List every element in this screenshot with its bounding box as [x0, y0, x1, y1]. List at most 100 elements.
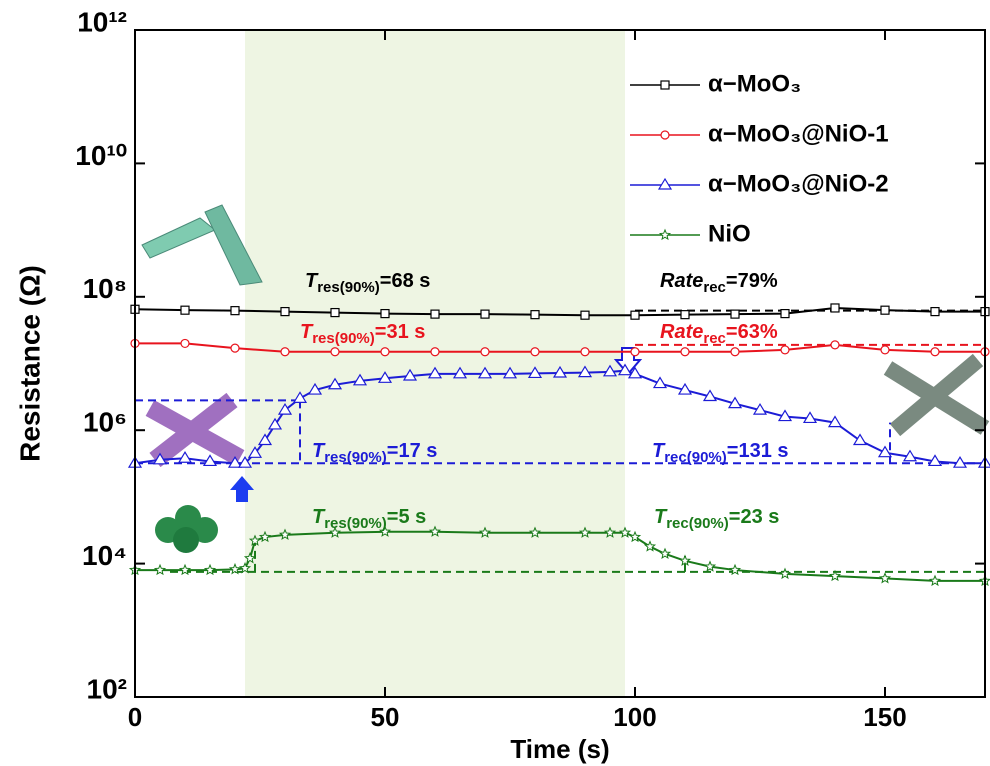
data-point	[258, 530, 272, 543]
data-point	[552, 365, 568, 378]
data-point	[652, 376, 668, 389]
legend-label: NiO	[708, 220, 751, 247]
y-tick-label: 10¹⁰	[75, 140, 127, 171]
data-point	[480, 347, 490, 357]
data-point	[877, 445, 893, 458]
x-tick-label: 100	[613, 702, 656, 732]
data-point	[227, 456, 243, 468]
data-point	[327, 377, 343, 390]
annotation: Tres(90%)=31 s	[300, 321, 425, 347]
annotation: Raterec=63%	[660, 321, 778, 347]
data-point	[658, 547, 672, 559]
legend-marker	[660, 130, 670, 140]
legend-marker	[657, 177, 673, 190]
data-point	[402, 368, 418, 381]
data-point	[430, 309, 440, 319]
annotation-sub: rec	[703, 330, 726, 347]
data-point	[478, 526, 492, 538]
data-point	[878, 572, 892, 584]
data-point	[280, 347, 290, 357]
data-point	[530, 347, 540, 357]
annotation-sub: res(90%)	[324, 449, 387, 466]
data-point	[678, 554, 692, 567]
data-point	[778, 567, 792, 580]
data-point	[153, 563, 167, 576]
data-point	[780, 345, 790, 355]
legend-marker	[658, 228, 672, 241]
data-point	[680, 347, 690, 357]
data-point	[578, 526, 592, 538]
data-point	[728, 563, 742, 576]
annotation-main: T	[305, 270, 319, 292]
series-line	[134, 306, 985, 317]
data-point	[680, 310, 690, 320]
data-point	[378, 525, 392, 537]
data-point	[307, 382, 323, 395]
annotation-main: T	[652, 440, 666, 462]
data-point	[880, 305, 890, 315]
data-point	[427, 366, 443, 379]
annotation-main: T	[300, 321, 314, 343]
annotation-main: T	[312, 440, 326, 462]
data-point	[502, 366, 518, 379]
legend-marker	[660, 80, 670, 90]
annotation-rest: =5 s	[387, 506, 426, 528]
data-point	[852, 433, 868, 446]
data-point	[952, 456, 968, 468]
data-point	[528, 526, 542, 538]
response-arrow	[230, 476, 254, 502]
data-point	[257, 433, 273, 446]
data-point	[630, 347, 640, 357]
annotation-main: Rate	[660, 321, 703, 343]
data-point	[777, 409, 793, 422]
annotation-rest: =79%	[726, 270, 778, 292]
data-point	[630, 310, 640, 320]
y-tick-label: 10⁸	[83, 273, 127, 304]
cross-icon	[889, 353, 984, 437]
annotation-rest: =63%	[726, 321, 778, 343]
data-point	[617, 363, 633, 376]
data-point	[377, 371, 393, 383]
data-point	[428, 525, 442, 537]
data-point	[643, 540, 657, 552]
data-point	[277, 402, 293, 415]
data-point	[203, 563, 217, 576]
cross-icon	[149, 392, 238, 468]
data-point	[248, 534, 262, 546]
annotation-main: T	[312, 506, 326, 528]
y-tick-label: 10²	[87, 673, 127, 704]
data-point	[247, 446, 263, 458]
data-point	[430, 347, 440, 357]
data-point	[618, 526, 632, 538]
data-point	[703, 560, 717, 572]
data-point	[677, 382, 693, 395]
annotation: Tres(90%)=68 s	[305, 270, 430, 296]
data-point	[580, 347, 590, 357]
nanostructure-icons	[141, 204, 990, 553]
data-point	[237, 456, 253, 468]
data-point	[238, 561, 252, 574]
annotation: Tres(90%)=5 s	[312, 506, 426, 532]
data-point	[330, 347, 340, 357]
data-point	[830, 340, 840, 350]
data-point	[927, 454, 943, 467]
data-point	[602, 364, 618, 377]
annotation-sub: res(90%)	[317, 279, 380, 296]
data-point	[702, 389, 718, 402]
data-point	[830, 303, 840, 313]
data-point	[902, 449, 918, 462]
series-line	[134, 369, 985, 465]
data-point	[202, 454, 218, 467]
x-tick-label: 150	[863, 702, 906, 732]
annotation-rest: =17 s	[387, 440, 438, 462]
annotation-sub: rec	[703, 279, 726, 296]
exposure-region	[245, 30, 625, 697]
annotation-main: T	[654, 506, 668, 528]
data-point	[178, 563, 192, 576]
data-point	[180, 338, 190, 349]
annotation: Trec(90%)=23 s	[654, 506, 779, 532]
data-point	[603, 526, 617, 538]
nanobelt-icon	[204, 204, 263, 286]
data-point	[577, 365, 593, 378]
